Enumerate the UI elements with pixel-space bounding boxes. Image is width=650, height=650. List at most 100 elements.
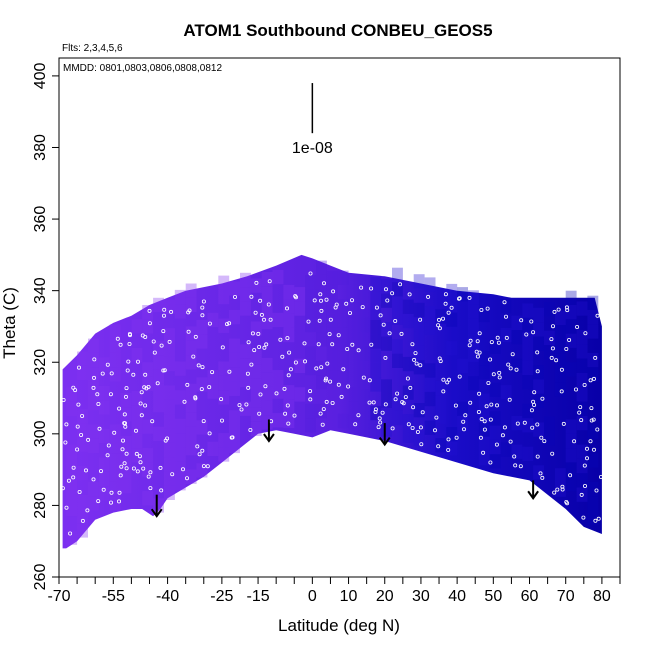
observation-point [109, 371, 114, 376]
field-cell [240, 358, 251, 373]
observation-point [401, 401, 406, 406]
observation-point [148, 470, 153, 475]
observation-point [377, 416, 382, 421]
observation-point [121, 438, 126, 443]
field-cell [185, 283, 197, 298]
observation-point [105, 453, 110, 458]
field-cell [164, 428, 175, 443]
field-cell [337, 299, 349, 314]
field-cell [424, 420, 436, 435]
observation-point [85, 508, 90, 513]
observation-point [282, 386, 287, 391]
field-cell [294, 387, 306, 402]
field-cell [109, 367, 121, 382]
field-cell [88, 352, 99, 368]
field-cell [370, 305, 382, 320]
field-cell [424, 391, 436, 407]
observation-point [489, 402, 494, 407]
observation-point [486, 380, 491, 385]
observation-point [73, 388, 78, 393]
observation-point [380, 410, 385, 415]
field-cell [392, 310, 403, 325]
observation-point [92, 375, 97, 380]
field-cell [457, 401, 468, 416]
observation-point [589, 406, 594, 411]
observation-point [261, 317, 266, 322]
field-cell [153, 398, 164, 413]
observation-point [155, 381, 160, 386]
field-cell [424, 363, 436, 378]
observation-point [227, 369, 232, 374]
observation-point [161, 313, 166, 318]
field-cell [544, 345, 555, 360]
field-cell [413, 274, 425, 289]
observation-point [318, 292, 323, 297]
field-cell [88, 367, 99, 382]
field-cell [359, 375, 371, 390]
field-cell [120, 450, 132, 465]
observation-point [585, 456, 590, 461]
observation-point [414, 361, 419, 366]
observation-point [324, 297, 329, 302]
observation-point [79, 432, 84, 437]
observation-point [257, 344, 262, 349]
field-cell [109, 324, 121, 339]
observation-point [475, 354, 480, 359]
observation-point [161, 368, 166, 373]
observation-point [485, 306, 490, 311]
observation-point [532, 390, 537, 395]
field-cell [120, 393, 132, 408]
field-cell [185, 412, 197, 427]
observation-point [529, 408, 534, 413]
y-tick-label: 400 [32, 62, 49, 89]
observation-point [441, 389, 446, 394]
field-cell [294, 301, 306, 316]
field-cell [229, 438, 240, 454]
observation-point [554, 358, 559, 363]
observation-point [356, 348, 361, 353]
field-cell [196, 377, 208, 392]
field-cell [164, 328, 175, 343]
observation-point [538, 471, 543, 476]
observation-point [325, 361, 330, 366]
field-cell [370, 277, 382, 292]
chart-title: ATOM1 Southbound CONBEU_GEOS5 [183, 21, 492, 40]
field-cell [544, 416, 555, 431]
field-cell [565, 462, 577, 477]
field-cell [381, 322, 392, 337]
observation-point [589, 418, 594, 423]
observation-point [207, 321, 212, 326]
observation-point [264, 342, 269, 347]
field-cell [153, 383, 164, 398]
field-cell [218, 318, 230, 333]
field-cell [337, 370, 349, 386]
field-cell [66, 473, 78, 488]
observation-point [559, 367, 564, 372]
field-cell [337, 270, 349, 285]
observation-point [581, 515, 586, 520]
field-cell [500, 327, 512, 343]
field-cell [98, 357, 110, 372]
observation-point [415, 429, 420, 434]
observation-point [123, 421, 128, 426]
field-cell [381, 336, 392, 351]
observation-point [420, 410, 425, 415]
field-cell [109, 453, 121, 468]
observation-point [105, 362, 110, 367]
observation-point [135, 359, 140, 364]
field-cell [326, 370, 338, 386]
x-axis: -70 -55 -40 -25 -15 0 10 20 30 40 50 60 70 80 [47, 576, 621, 605]
observation-point [360, 305, 365, 310]
field-cell [131, 405, 143, 420]
field-cell [185, 469, 197, 484]
observation-point [488, 417, 493, 422]
field-cell [348, 330, 360, 345]
y-tick-label: 300 [32, 420, 49, 447]
observation-point [497, 370, 502, 375]
observation-point [200, 313, 205, 318]
field-cell [250, 278, 262, 293]
observation-point [330, 400, 335, 405]
field-cell [229, 338, 240, 353]
observation-point [227, 321, 232, 326]
observation-point [274, 391, 279, 396]
